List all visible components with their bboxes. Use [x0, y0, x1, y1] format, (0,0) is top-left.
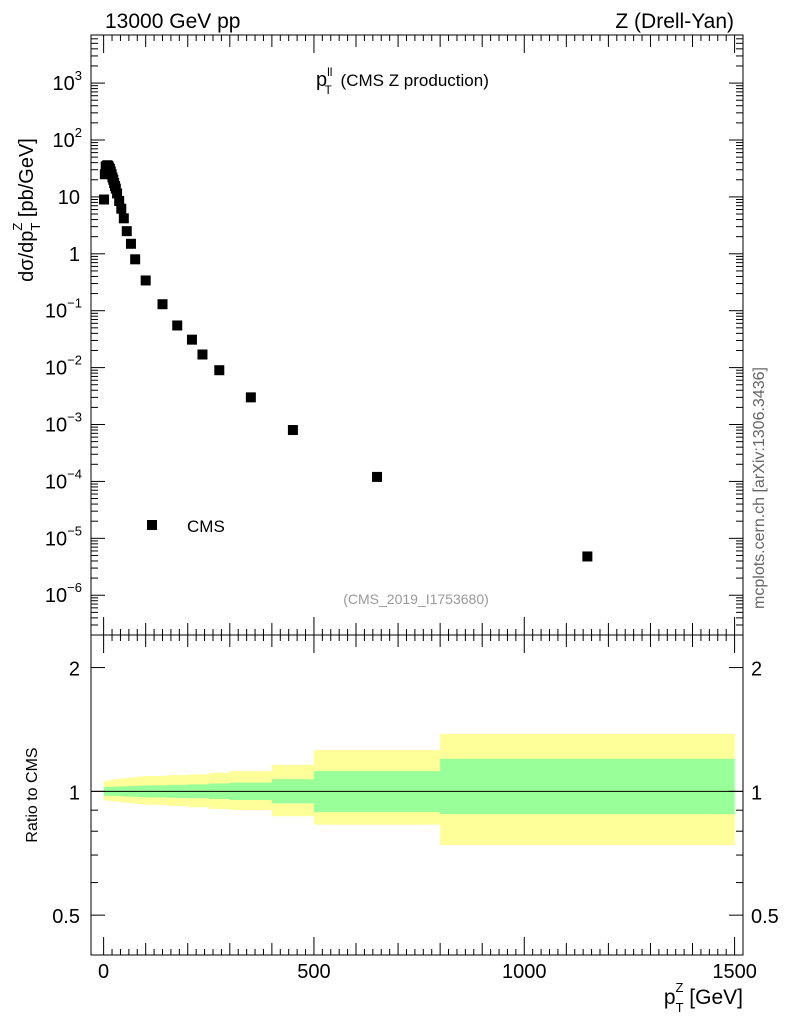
ratio-y-tick-label-left: 0.5 — [52, 906, 80, 928]
data-point — [197, 349, 208, 360]
data-point — [99, 169, 110, 180]
y-tick-label: 10 — [58, 187, 80, 209]
ratio-ticks — [91, 635, 743, 956]
ratio-y-tick-label-right: 0.5 — [751, 906, 779, 928]
data-point — [172, 320, 183, 331]
ratio-y-tick-label-left: 1 — [69, 782, 80, 804]
y-tick-label: 1 — [69, 244, 80, 266]
ratio-y-tick-labels: 2 2 1 1 0.5 0.5 — [52, 659, 779, 929]
data-point — [125, 238, 136, 249]
legend-label: CMS — [187, 517, 225, 536]
title-sub: T — [324, 83, 332, 97]
x-axis-label: pTZ [GeV] — [664, 980, 743, 1015]
x-tick-label: 500 — [297, 961, 330, 983]
ratio-y-axis-label: Ratio to CMS — [24, 747, 41, 842]
data-point — [130, 254, 141, 265]
legend-marker — [147, 520, 157, 530]
main-ticks — [91, 34, 743, 636]
data-point — [116, 203, 127, 214]
data-point — [287, 425, 298, 436]
data-point — [582, 551, 593, 562]
data-point — [157, 299, 168, 310]
ratio-y-tick-label-right: 1 — [751, 782, 762, 804]
ratio-plot-frame — [90, 634, 744, 956]
side-label: mcplots.cern.ch [arXiv:1306.3436] — [751, 367, 768, 609]
plot-title: pll T (CMS Z production) — [316, 65, 489, 97]
data-point — [118, 213, 129, 224]
ratio-bands — [103, 733, 735, 846]
y-tick-label: 10−6 — [45, 580, 82, 607]
data-point — [99, 194, 110, 205]
y-tick-label: 103 — [53, 68, 82, 95]
main-y-axis-label: dσ/dpTZ [pb/GeV] — [10, 138, 43, 282]
x-tick-labels: 0 500 1000 1500 — [98, 961, 757, 983]
title-rest: (CMS Z production) — [336, 71, 489, 90]
data-point — [140, 275, 151, 286]
data-point — [114, 195, 125, 206]
y-tick-label: 10−1 — [45, 296, 82, 323]
y-tick-label: 102 — [53, 125, 82, 152]
inner-uncertainty-band — [103, 758, 735, 815]
x-tick-label: 1000 — [502, 961, 547, 983]
data-point — [112, 188, 123, 199]
y-tick-label: 10−2 — [45, 353, 82, 380]
y-tick-label: 10−4 — [45, 466, 82, 493]
y-tick-label: 10−5 — [45, 523, 82, 550]
analysis-label: (CMS_2019_I1753680) — [343, 591, 489, 607]
y-tick-label: 10−3 — [45, 410, 82, 437]
header-left: 13000 GeV pp — [105, 10, 240, 33]
data-point — [245, 392, 256, 403]
ratio-y-tick-label-left: 2 — [69, 659, 80, 681]
x-tick-label: 0 — [98, 961, 109, 983]
data-point — [214, 365, 225, 376]
header-right: Z (Drell-Yan) — [615, 10, 734, 33]
title-sup: ll — [327, 65, 332, 79]
x-tick-label: 1500 — [712, 961, 757, 983]
ratio-y-tick-label-right: 2 — [751, 659, 762, 681]
main-data-points — [99, 160, 593, 562]
data-point — [121, 226, 132, 237]
data-point — [372, 471, 383, 482]
data-point — [186, 334, 197, 345]
title-main: p — [316, 69, 327, 91]
